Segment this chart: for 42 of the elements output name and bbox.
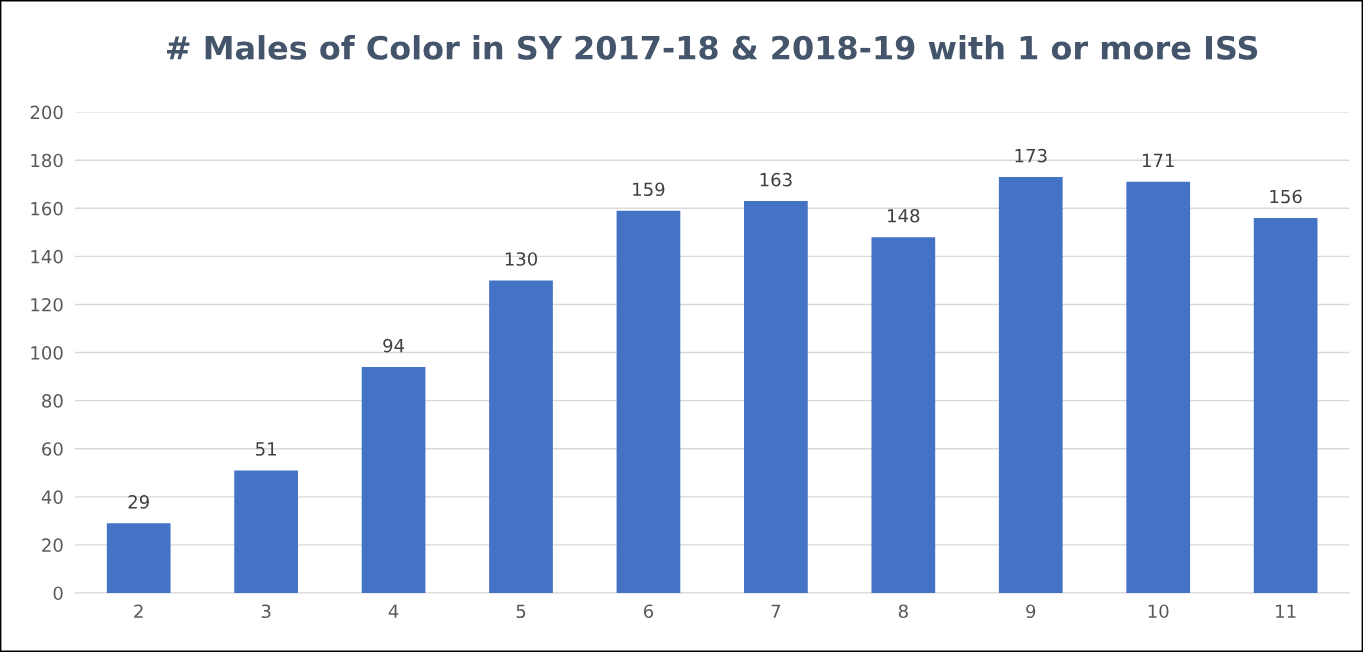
- y-tick-label: 20: [42, 538, 63, 553]
- data-label: 29: [128, 495, 149, 509]
- bar: [1253, 217, 1318, 593]
- y-tick-label: 180: [31, 153, 63, 168]
- data-label: 173: [1015, 148, 1047, 163]
- x-tick-label: 10: [1148, 604, 1169, 619]
- data-label: 171: [1142, 153, 1174, 167]
- bar: [616, 210, 681, 593]
- y-tick-label: 140: [31, 249, 63, 264]
- data-label: 51: [256, 442, 276, 456]
- bar: [489, 280, 553, 593]
- bar: [998, 177, 1063, 593]
- data-label: 156: [1270, 189, 1302, 204]
- y-tick-label: 100: [31, 346, 63, 360]
- data-label: 159: [633, 182, 665, 197]
- x-tick-label: 7: [771, 604, 781, 618]
- data-label: 163: [760, 172, 792, 187]
- data-label: 130: [505, 252, 538, 266]
- y-tick-label: 200: [30, 105, 63, 120]
- x-tick-label: 5: [516, 604, 526, 619]
- bar: [1126, 181, 1191, 593]
- bar: [234, 470, 298, 593]
- chart-title: # Males of Color in SY 2017-18 & 2018-19 with 1 or more ISS: [167, 35, 1258, 60]
- y-tick-label: 120: [31, 297, 63, 312]
- data-label: 148: [888, 208, 920, 223]
- y-tick-label: 0: [53, 586, 63, 601]
- x-tick-label: 3: [261, 604, 271, 619]
- y-tick-label: 160: [31, 201, 63, 216]
- bar: [106, 523, 171, 593]
- x-tick-label: 6: [643, 604, 654, 619]
- y-tick-label: 40: [41, 490, 63, 504]
- bar: [871, 237, 936, 593]
- x-tick-label: 2: [134, 604, 143, 618]
- y-tick-label: 60: [42, 442, 63, 456]
- bar: [744, 201, 808, 593]
- x-tick-label: 11: [1276, 604, 1296, 618]
- x-tick-label: 4: [388, 604, 399, 618]
- x-tick-label: 9: [1026, 604, 1036, 619]
- x-tick-label: 8: [898, 604, 908, 619]
- y-tick-label: 80: [42, 394, 63, 408]
- data-label: 94: [383, 338, 405, 353]
- bar: [361, 366, 426, 593]
